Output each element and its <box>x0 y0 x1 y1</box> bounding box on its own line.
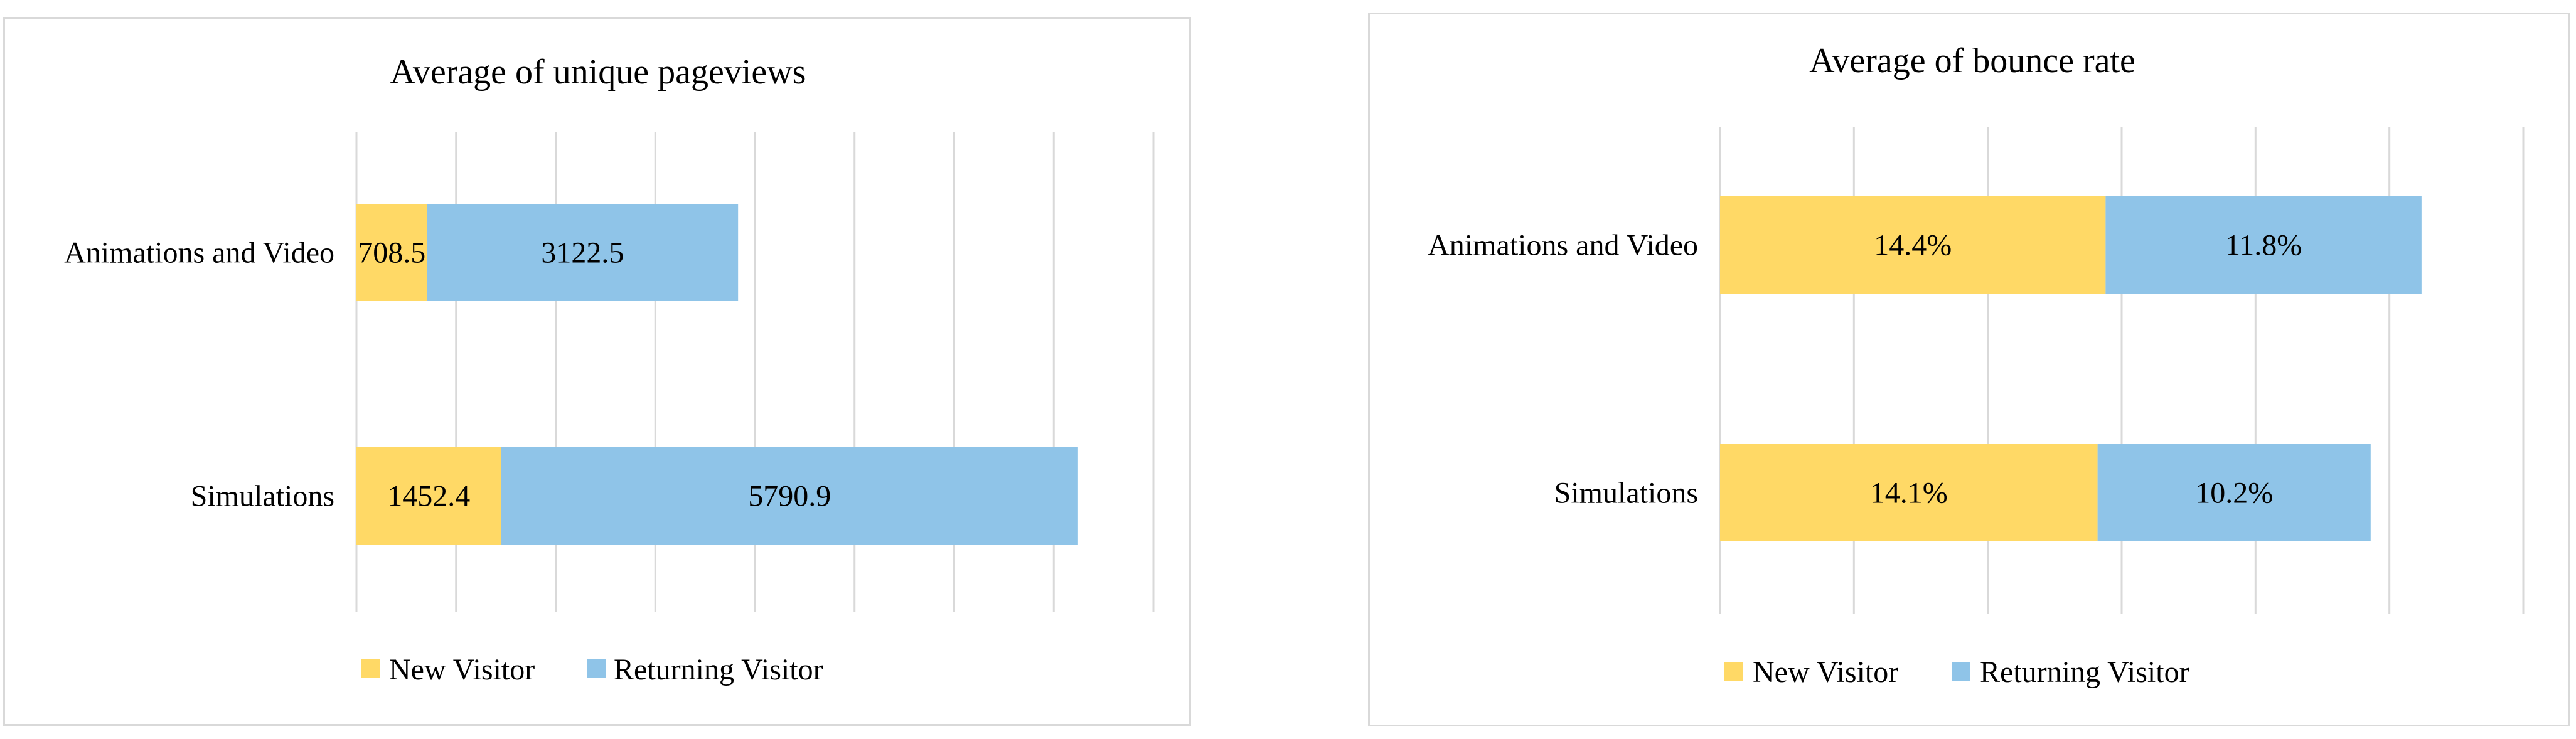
legend-entry: New Visitor <box>389 653 535 686</box>
category-label: Simulations <box>1554 477 1698 510</box>
legend-swatch <box>361 659 380 678</box>
bar-returning-visitor <box>427 204 739 301</box>
category-label: Simulations <box>191 480 334 513</box>
legend-swatch <box>1952 662 1970 681</box>
data-label: 1452.4 <box>387 480 470 513</box>
category-label: Animations and Video <box>64 237 334 270</box>
data-label: 10.2% <box>2195 477 2273 510</box>
bounce-rate-chart-svg: Average of bounce rate Animations and Vid… <box>1428 41 2525 689</box>
bar-new-visitor <box>356 204 427 301</box>
bar-returning-visitor <box>501 447 1078 545</box>
bar-new-visitor <box>1720 196 2106 294</box>
data-label: 14.1% <box>1870 477 1948 510</box>
legend-swatch <box>587 659 606 678</box>
data-label: 11.8% <box>2225 229 2302 262</box>
data-label: 5790.9 <box>748 480 831 513</box>
chart-panel-pageviews: Average of unique pageviews Animations an… <box>3 17 1191 726</box>
legend-swatch <box>1724 662 1743 681</box>
bar-new-visitor <box>356 447 501 545</box>
pageviews-chart-svg: Average of unique pageviews Animations an… <box>64 53 1155 686</box>
chart-panel-bounce-rate: Average of bounce rate Animations and Vid… <box>1368 13 2570 726</box>
legend-entry: New Visitor <box>1753 656 1898 689</box>
bar-returning-visitor <box>2105 196 2422 294</box>
bar-new-visitor <box>1720 444 2098 541</box>
chart-title: Average of bounce rate <box>1809 41 2135 80</box>
data-label: 708.5 <box>358 237 425 270</box>
category-label: Animations and Video <box>1428 229 1698 262</box>
bar-returning-visitor <box>2097 444 2371 541</box>
chart-title: Average of unique pageviews <box>390 53 806 92</box>
data-label: 14.4% <box>1874 229 1952 262</box>
legend-entry: Returning Visitor <box>614 653 823 686</box>
legend-entry: Returning Visitor <box>1980 656 2189 689</box>
data-label: 3122.5 <box>541 237 624 270</box>
